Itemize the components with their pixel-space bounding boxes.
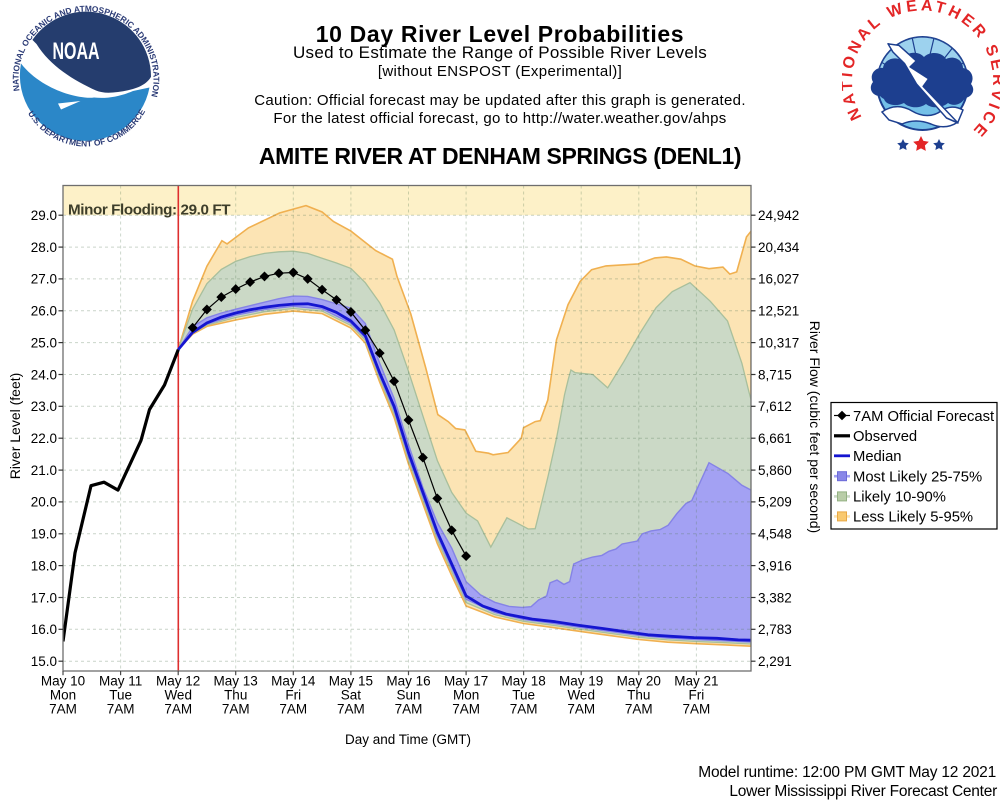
- svg-text:7AM: 7AM: [567, 702, 595, 717]
- svg-text:7AM: 7AM: [279, 702, 307, 717]
- svg-text:24,942: 24,942: [758, 208, 799, 223]
- svg-text:6,661: 6,661: [758, 431, 792, 446]
- svg-text:26.0: 26.0: [31, 304, 57, 319]
- svg-text:Likely 10-90%: Likely 10-90%: [853, 490, 946, 506]
- svg-text:Tue: Tue: [512, 688, 535, 703]
- svg-text:May 18: May 18: [501, 674, 545, 689]
- svg-text:20,434: 20,434: [758, 240, 800, 255]
- svg-text:River Flow (cubic feet per sec: River Flow (cubic feet per second): [807, 321, 823, 533]
- svg-text:22.0: 22.0: [31, 431, 57, 446]
- svg-text:May 16: May 16: [386, 674, 430, 689]
- svg-text:12,521: 12,521: [758, 304, 799, 319]
- svg-text:Thu: Thu: [627, 688, 650, 703]
- svg-text:28.0: 28.0: [31, 240, 57, 255]
- svg-text:7,612: 7,612: [758, 399, 792, 414]
- svg-text:May 11: May 11: [99, 674, 142, 689]
- svg-text:19.0: 19.0: [31, 527, 57, 542]
- svg-text:2,291: 2,291: [758, 654, 792, 669]
- svg-text:7AM: 7AM: [625, 702, 653, 717]
- svg-text:15.0: 15.0: [31, 654, 57, 669]
- svg-text:Mon: Mon: [50, 688, 76, 703]
- svg-text:7AM: 7AM: [683, 702, 711, 717]
- svg-text:Fri: Fri: [285, 688, 301, 703]
- svg-text:Minor Flooding: 29.0 FT: Minor Flooding: 29.0 FT: [68, 202, 231, 219]
- svg-text:Most Likely 25-75%: Most Likely 25-75%: [853, 470, 982, 486]
- svg-text:May 15: May 15: [329, 674, 373, 689]
- svg-text:May 21: May 21: [674, 674, 718, 689]
- svg-text:23.0: 23.0: [31, 399, 57, 414]
- svg-text:7AM: 7AM: [395, 702, 423, 717]
- svg-text:Wed: Wed: [567, 688, 595, 703]
- svg-text:25.0: 25.0: [31, 335, 57, 350]
- svg-text:7AM: 7AM: [337, 702, 365, 717]
- svg-text:May 14: May 14: [271, 674, 316, 689]
- svg-text:4,548: 4,548: [758, 527, 792, 542]
- svg-text:Wed: Wed: [164, 688, 192, 703]
- svg-text:Fri: Fri: [689, 688, 705, 703]
- svg-text:NOAA: NOAA: [53, 38, 100, 65]
- svg-text:Thu: Thu: [224, 688, 247, 703]
- svg-text:May 20: May 20: [617, 674, 661, 689]
- svg-text:May 17: May 17: [444, 674, 488, 689]
- svg-text:7AM: 7AM: [107, 702, 135, 717]
- svg-text:7AM: 7AM: [510, 702, 538, 717]
- svg-text:10,317: 10,317: [758, 335, 799, 350]
- svg-text:Less Likely 5-95%: Less Likely 5-95%: [853, 510, 973, 526]
- svg-text:29.0: 29.0: [31, 208, 57, 223]
- svg-text:2,783: 2,783: [758, 622, 792, 637]
- svg-text:Mon: Mon: [453, 688, 479, 703]
- svg-text:8,715: 8,715: [758, 367, 792, 382]
- svg-text:16.0: 16.0: [31, 622, 57, 637]
- svg-text:Tue: Tue: [109, 688, 132, 703]
- svg-text:17.0: 17.0: [31, 590, 57, 605]
- svg-text:7AM: 7AM: [49, 702, 77, 717]
- svg-text:18.0: 18.0: [31, 558, 57, 573]
- svg-text:20.0: 20.0: [31, 495, 57, 510]
- svg-text:River Level (feet): River Level (feet): [7, 373, 23, 480]
- svg-text:Median: Median: [853, 449, 902, 465]
- svg-text:May 19: May 19: [559, 674, 603, 689]
- svg-text:21.0: 21.0: [31, 463, 57, 478]
- svg-text:May 10: May 10: [41, 674, 85, 689]
- svg-text:Observed: Observed: [853, 429, 917, 445]
- svg-text:16,027: 16,027: [758, 272, 799, 287]
- svg-text:7AM Official Forecast: 7AM Official Forecast: [853, 409, 994, 425]
- svg-text:May 13: May 13: [214, 674, 258, 689]
- svg-text:24.0: 24.0: [31, 367, 57, 382]
- svg-text:7AM: 7AM: [222, 702, 250, 717]
- svg-text:3,916: 3,916: [758, 558, 792, 573]
- svg-text:Sun: Sun: [396, 688, 420, 703]
- svg-text:27.0: 27.0: [31, 272, 57, 287]
- svg-text:3,382: 3,382: [758, 590, 792, 605]
- svg-text:7AM: 7AM: [164, 702, 192, 717]
- svg-text:May 12: May 12: [156, 674, 200, 689]
- svg-text:Sat: Sat: [341, 688, 362, 703]
- svg-text:5,209: 5,209: [758, 495, 792, 510]
- svg-text:7AM: 7AM: [452, 702, 480, 717]
- svg-text:5,860: 5,860: [758, 463, 792, 478]
